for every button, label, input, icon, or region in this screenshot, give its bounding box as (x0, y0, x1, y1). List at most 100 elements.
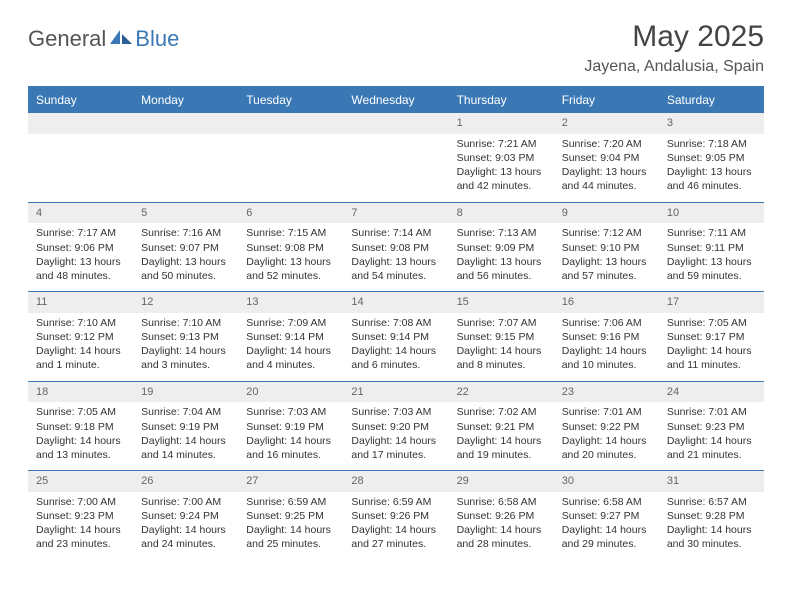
day-cell: 26Sunrise: 7:00 AMSunset: 9:24 PMDayligh… (133, 471, 238, 560)
logo-text-blue: Blue (135, 26, 179, 52)
day-cell (343, 113, 448, 203)
day-number: 14 (343, 292, 448, 313)
day-number: 13 (238, 292, 343, 313)
sunset-text: Sunset: 9:05 PM (667, 151, 756, 165)
day-content: Sunrise: 7:06 AMSunset: 9:16 PMDaylight:… (554, 316, 659, 373)
day-content: Sunrise: 6:57 AMSunset: 9:28 PMDaylight:… (659, 495, 764, 552)
page: General Blue May 2025 Jayena, Andalusia,… (0, 0, 792, 570)
sunset-text: Sunset: 9:14 PM (351, 330, 440, 344)
sunset-text: Sunset: 9:11 PM (667, 241, 756, 255)
day-content: Sunrise: 7:08 AMSunset: 9:14 PMDaylight:… (343, 316, 448, 373)
day-cell: 14 Sunrise: 7:08 AMSunset: 9:14 PMDayligh… (343, 292, 448, 382)
day-number (28, 113, 133, 134)
sunset-text: Sunset: 9:03 PM (457, 151, 546, 165)
day-content: Sunrise: 7:17 AMSunset: 9:06 PMDaylight:… (28, 226, 133, 283)
sunset-text: Sunset: 9:28 PM (667, 509, 756, 523)
sunset-text: Sunset: 9:17 PM (667, 330, 756, 344)
sunrise-text: Sunrise: 7:21 AM (457, 137, 546, 151)
day-number: 19 (133, 382, 238, 403)
header: General Blue May 2025 Jayena, Andalusia,… (28, 20, 764, 76)
day-content: Sunrise: 7:13 AMSunset: 9:09 PMDaylight:… (449, 226, 554, 283)
day-number: 30 (554, 471, 659, 492)
week-row: 11Sunrise: 7:10 AMSunset: 9:12 PMDayligh… (28, 292, 764, 382)
daylight-text: Daylight: 14 hours and 27 minutes. (351, 523, 440, 551)
day-number: 27 (238, 471, 343, 492)
daylight-text: Daylight: 13 hours and 46 minutes. (667, 165, 756, 193)
sunrise-text: Sunrise: 6:58 AM (457, 495, 546, 509)
sunrise-text: Sunrise: 7:00 AM (141, 495, 230, 509)
sunrise-text: Sunrise: 7:12 AM (562, 226, 651, 240)
daylight-text: Daylight: 14 hours and 28 minutes. (457, 523, 546, 551)
sunset-text: Sunset: 9:13 PM (141, 330, 230, 344)
daylight-text: Daylight: 14 hours and 20 minutes. (562, 434, 651, 462)
day-cell (133, 113, 238, 203)
sunset-text: Sunset: 9:24 PM (141, 509, 230, 523)
sunset-text: Sunset: 9:06 PM (36, 241, 125, 255)
day-content: Sunrise: 7:18 AMSunset: 9:05 PMDaylight:… (659, 137, 764, 194)
sunrise-text: Sunrise: 7:17 AM (36, 226, 125, 240)
day-header: Thursday (449, 87, 554, 113)
sunrise-text: Sunrise: 7:10 AM (36, 316, 125, 330)
day-number: 21 (343, 382, 448, 403)
day-cell: 8Sunrise: 7:13 AMSunset: 9:09 PMDaylight… (449, 202, 554, 292)
day-cell: 23Sunrise: 7:01 AMSunset: 9:22 PMDayligh… (554, 381, 659, 471)
sunrise-text: Sunrise: 7:07 AM (457, 316, 546, 330)
sunrise-text: Sunrise: 7:15 AM (246, 226, 335, 240)
daylight-text: Daylight: 14 hours and 25 minutes. (246, 523, 335, 551)
sunset-text: Sunset: 9:22 PM (562, 420, 651, 434)
sunset-text: Sunset: 9:27 PM (562, 509, 651, 523)
daylight-text: Daylight: 14 hours and 11 minutes. (667, 344, 756, 372)
day-number: 31 (659, 471, 764, 492)
daylight-text: Daylight: 14 hours and 19 minutes. (457, 434, 546, 462)
daylight-text: Daylight: 14 hours and 3 minutes. (141, 344, 230, 372)
day-cell: 16Sunrise: 7:06 AMSunset: 9:16 PMDayligh… (554, 292, 659, 382)
sunrise-text: Sunrise: 7:09 AM (246, 316, 335, 330)
day-content: Sunrise: 7:21 AMSunset: 9:03 PMDaylight:… (449, 137, 554, 194)
week-row: 18Sunrise: 7:05 AMSunset: 9:18 PMDayligh… (28, 381, 764, 471)
sunrise-text: Sunrise: 7:16 AM (141, 226, 230, 240)
day-number: 1 (449, 113, 554, 134)
day-number (133, 113, 238, 134)
sunset-text: Sunset: 9:23 PM (36, 509, 125, 523)
sunset-text: Sunset: 9:14 PM (246, 330, 335, 344)
day-cell: 30Sunrise: 6:58 AMSunset: 9:27 PMDayligh… (554, 471, 659, 560)
day-number (343, 113, 448, 134)
day-header: Wednesday (343, 87, 448, 113)
day-header-row: Sunday Monday Tuesday Wednesday Thursday… (28, 87, 764, 113)
sunrise-text: Sunrise: 6:59 AM (246, 495, 335, 509)
day-cell: 3Sunrise: 7:18 AMSunset: 9:05 PMDaylight… (659, 113, 764, 203)
day-content: Sunrise: 7:04 AMSunset: 9:19 PMDaylight:… (133, 405, 238, 462)
sunset-text: Sunset: 9:07 PM (141, 241, 230, 255)
day-number: 17 (659, 292, 764, 313)
daylight-text: Daylight: 14 hours and 14 minutes. (141, 434, 230, 462)
logo: General Blue (28, 26, 179, 52)
daylight-text: Daylight: 14 hours and 17 minutes. (351, 434, 440, 462)
day-header: Monday (133, 87, 238, 113)
sunrise-text: Sunrise: 7:14 AM (351, 226, 440, 240)
sunset-text: Sunset: 9:23 PM (667, 420, 756, 434)
day-number: 7 (343, 203, 448, 224)
day-content: Sunrise: 7:05 AMSunset: 9:18 PMDaylight:… (28, 405, 133, 462)
day-content: Sunrise: 7:07 AMSunset: 9:15 PMDaylight:… (449, 316, 554, 373)
day-number: 12 (133, 292, 238, 313)
sunrise-text: Sunrise: 7:02 AM (457, 405, 546, 419)
day-cell: 20Sunrise: 7:03 AMSunset: 9:19 PMDayligh… (238, 381, 343, 471)
day-content: Sunrise: 6:59 AMSunset: 9:25 PMDaylight:… (238, 495, 343, 552)
daylight-text: Daylight: 14 hours and 16 minutes. (246, 434, 335, 462)
daylight-text: Daylight: 14 hours and 10 minutes. (562, 344, 651, 372)
calendar-body: 1Sunrise: 7:21 AMSunset: 9:03 PMDaylight… (28, 113, 764, 560)
day-cell: 2Sunrise: 7:20 AMSunset: 9:04 PMDaylight… (554, 113, 659, 203)
sunset-text: Sunset: 9:26 PM (457, 509, 546, 523)
day-content: Sunrise: 7:02 AMSunset: 9:21 PMDaylight:… (449, 405, 554, 462)
week-row: 25 Sunrise: 7:00 AM Sunset: 9:23 PM Dayligh… (28, 471, 764, 560)
sunrise-text: Sunrise: 6:59 AM (351, 495, 440, 509)
daylight-text: Daylight: 14 hours and 1 minute. (36, 344, 125, 372)
day-number: 25 (28, 471, 133, 492)
day-number: 10 (659, 203, 764, 224)
sunset-text: Sunset: 9:12 PM (36, 330, 125, 344)
day-cell (238, 113, 343, 203)
sunrise-text: Sunrise: 7:18 AM (667, 137, 756, 151)
day-number: 6 (238, 203, 343, 224)
sunrise-text: Sunrise: 7:04 AM (141, 405, 230, 419)
daylight-text: Daylight: 14 hours and 4 minutes. (246, 344, 335, 372)
